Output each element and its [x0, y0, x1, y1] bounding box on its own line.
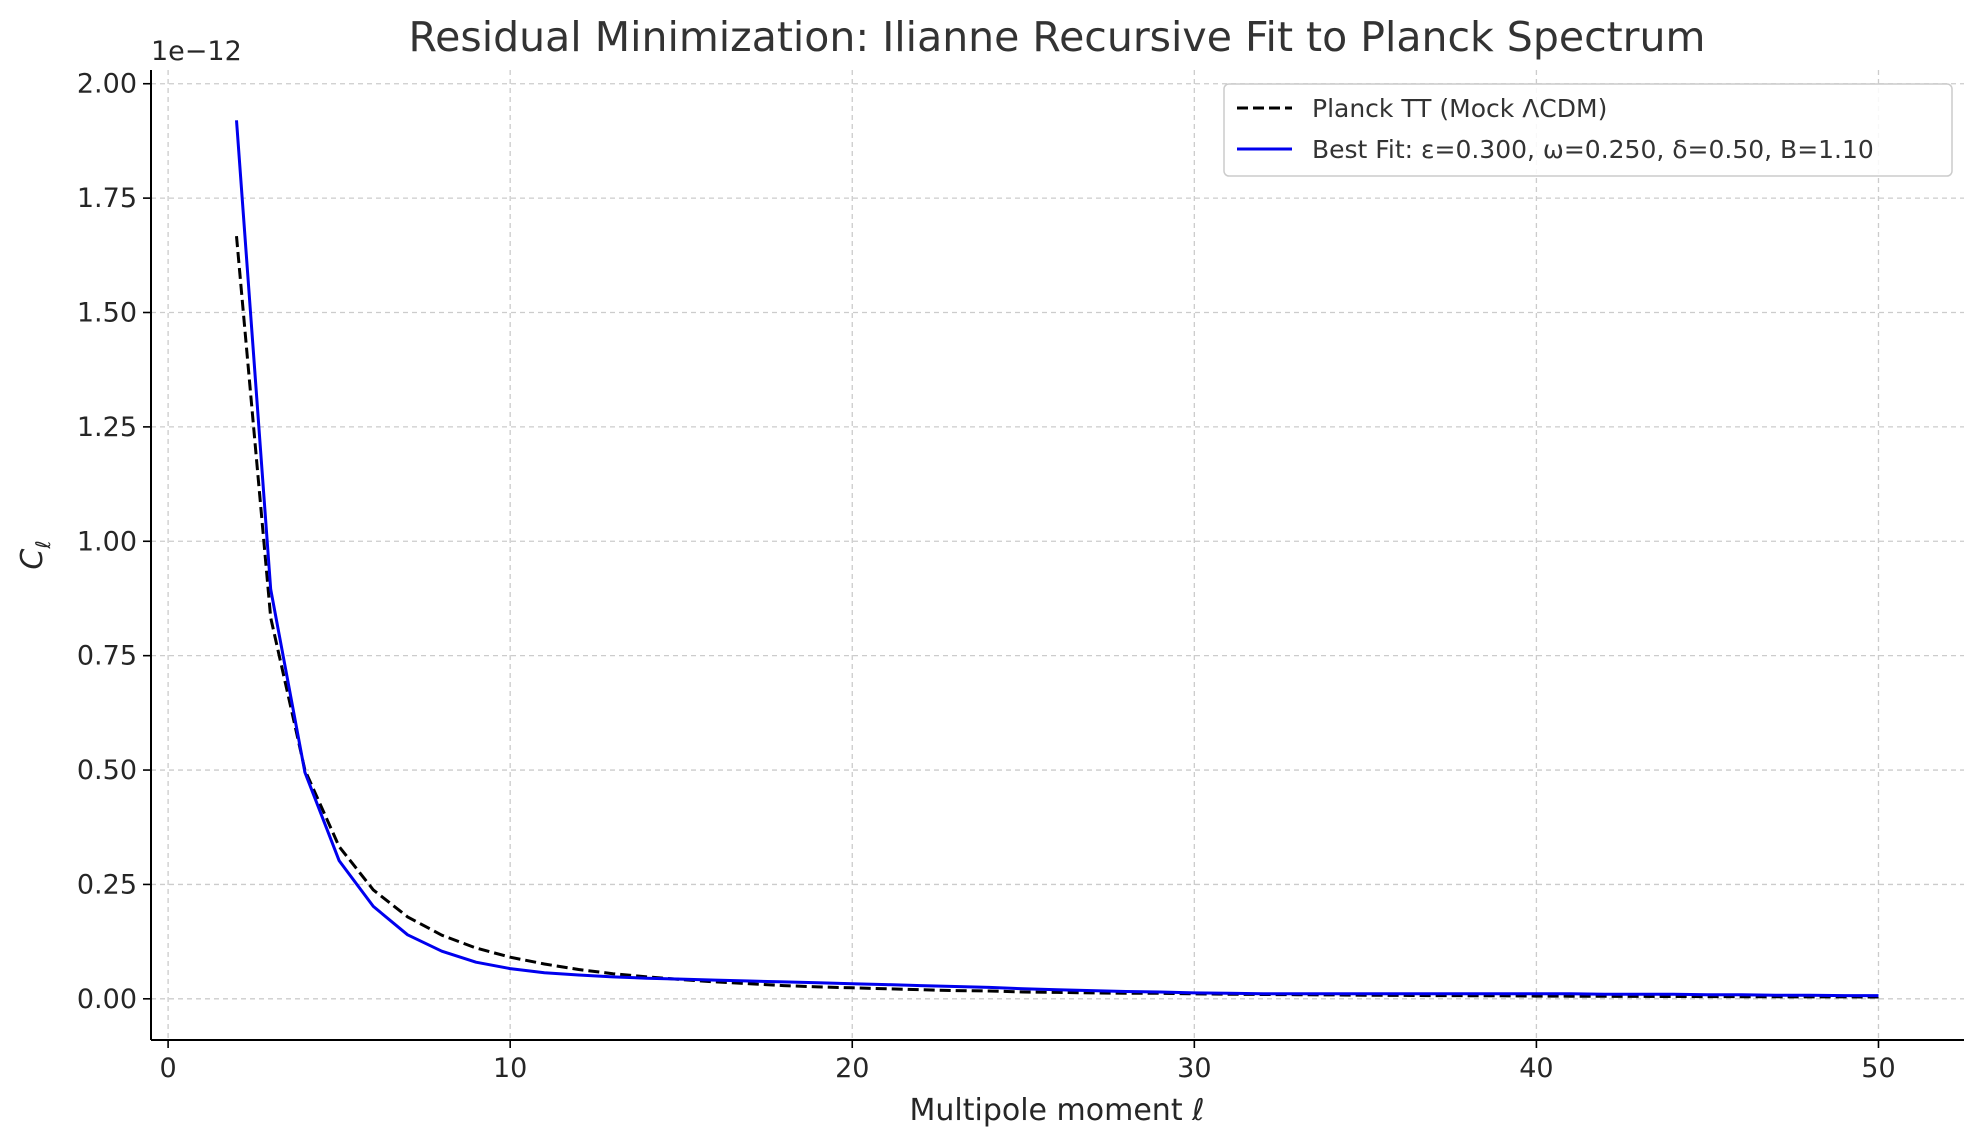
y-tick-label: 0.50: [77, 755, 137, 786]
y-tick-label: 1.75: [77, 183, 137, 214]
y-tick-label: 1.50: [77, 298, 137, 329]
legend-box: [1223, 83, 1953, 177]
y-tick-label: 0.00: [77, 984, 137, 1015]
series-line-1: [235, 120, 1879, 998]
y-tick-label: 2.00: [77, 69, 137, 100]
x-axis-label: Multipole moment ℓ: [909, 1093, 1204, 1128]
series-layer: [235, 120, 1879, 999]
x-tick-label: 20: [835, 1053, 869, 1084]
y-tick-label: 1.00: [77, 526, 137, 557]
chart-title: Residual Minimization: Ilianne Recursive…: [409, 13, 1706, 61]
y-tick-label: 0.75: [77, 641, 137, 672]
y-offset-label: 1e−12: [151, 36, 242, 67]
x-tick-label: 0: [160, 1053, 177, 1084]
legend: Planck TT (Mock ΛCDM) Best Fit: ε=0.300,…: [1223, 83, 1953, 177]
series-line-0: [235, 235, 1879, 999]
legend-label-bestfit: Best Fit: ε=0.300, ω=0.250, δ=0.50, B=1.…: [1312, 135, 1874, 164]
legend-label-planck: Planck TT (Mock ΛCDM): [1312, 94, 1607, 123]
y-axis-label-main: C: [15, 549, 50, 570]
y-axis-label-subscript: ℓ: [31, 540, 55, 549]
x-tick-label: 30: [1177, 1053, 1211, 1084]
x-tick-label: 10: [493, 1053, 527, 1084]
x-ticks: 0 10 20 30 40 50: [160, 1040, 1896, 1084]
y-tick-label: 0.25: [77, 869, 137, 900]
y-axis-label: Cℓ: [15, 540, 55, 569]
axes: [150, 70, 1964, 1041]
y-axis-label-group: Cℓ: [15, 540, 55, 569]
x-tick-label: 40: [1519, 1053, 1553, 1084]
x-tick-label: 50: [1861, 1053, 1895, 1084]
y-tick-label: 1.25: [77, 412, 137, 443]
y-ticks: 0.00 0.25 0.50 0.75 1.00 1.25 1.50 1.75 2.00: [77, 69, 151, 1015]
